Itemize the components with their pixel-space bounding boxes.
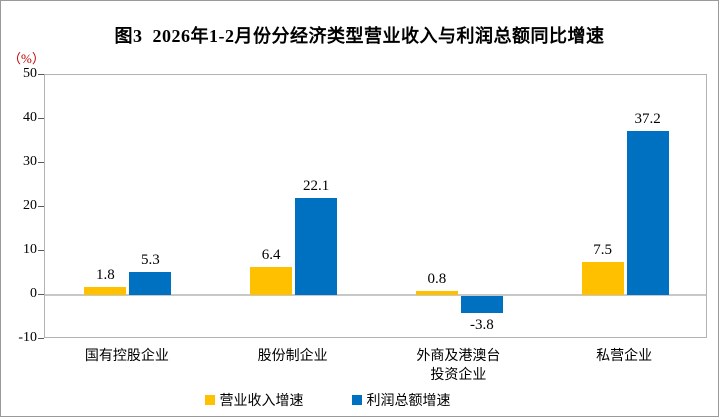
bar-value-label: 5.3 bbox=[141, 252, 160, 268]
legend-swatch-icon bbox=[351, 395, 362, 405]
bar-revenue bbox=[415, 291, 458, 295]
bar-value-label: 7.5 bbox=[593, 242, 612, 258]
bar-profit bbox=[129, 272, 172, 295]
bar-revenue bbox=[250, 267, 293, 295]
bar-value-label: -3.8 bbox=[470, 317, 494, 333]
bar-profit bbox=[460, 296, 503, 313]
y-tick-mark bbox=[38, 338, 44, 339]
legend-item-revenue: 营业收入增速 bbox=[204, 390, 304, 410]
bar-revenue bbox=[581, 262, 624, 295]
plot-area: 1.8 6.4 0.8 7.5 5.3 22.1 -3.8 37.2 bbox=[44, 74, 707, 338]
y-tick-label: 0 bbox=[30, 286, 37, 301]
y-tick-label: 40 bbox=[23, 110, 37, 125]
chart-title: 图3 2026年1-2月份分经济类型营业收入与利润总额同比增速 bbox=[114, 26, 605, 46]
legend-label: 营业收入增速 bbox=[219, 394, 304, 409]
y-tick-mark bbox=[38, 250, 44, 251]
y-tick-label: 10 bbox=[23, 242, 37, 257]
bar-value-label: 6.4 bbox=[261, 247, 281, 263]
legend-item-profit: 利润总额增速 bbox=[351, 390, 451, 410]
y-tick-mark bbox=[38, 118, 44, 119]
bar-value-label: 1.8 bbox=[96, 267, 115, 283]
bar-value-label: 22.1 bbox=[303, 178, 330, 194]
legend-swatch-icon bbox=[204, 395, 215, 405]
y-tick-mark bbox=[38, 74, 44, 75]
category-label: 外商及港澳台 投资企业 bbox=[416, 349, 501, 383]
legend-label: 利润总额增速 bbox=[366, 394, 451, 409]
bar-value-label: 0.8 bbox=[427, 271, 447, 287]
bar-revenue bbox=[84, 287, 127, 295]
y-axis-unit-label: （%） bbox=[8, 51, 45, 66]
category-label: 私营企业 bbox=[596, 349, 653, 364]
legend: 营业收入增速 利润总额增速 bbox=[1, 390, 718, 410]
y-tick-mark bbox=[38, 162, 44, 163]
y-tick-label: 50 bbox=[23, 66, 37, 81]
y-tick-label: 20 bbox=[23, 198, 37, 213]
y-axis: 50 40 30 20 10 0 -10 bbox=[1, 1, 37, 416]
y-tick-mark bbox=[38, 294, 44, 295]
zero-gridline bbox=[45, 294, 706, 296]
y-tick-label: 30 bbox=[23, 154, 37, 169]
bar-profit bbox=[295, 198, 338, 295]
y-tick-label: -10 bbox=[18, 330, 37, 345]
bar-value-label: 37.2 bbox=[634, 111, 661, 127]
category-label: 股份制企业 bbox=[257, 349, 328, 364]
y-tick-mark bbox=[38, 206, 44, 207]
category-label: 国有控股企业 bbox=[84, 349, 169, 364]
bar-profit bbox=[626, 131, 669, 295]
